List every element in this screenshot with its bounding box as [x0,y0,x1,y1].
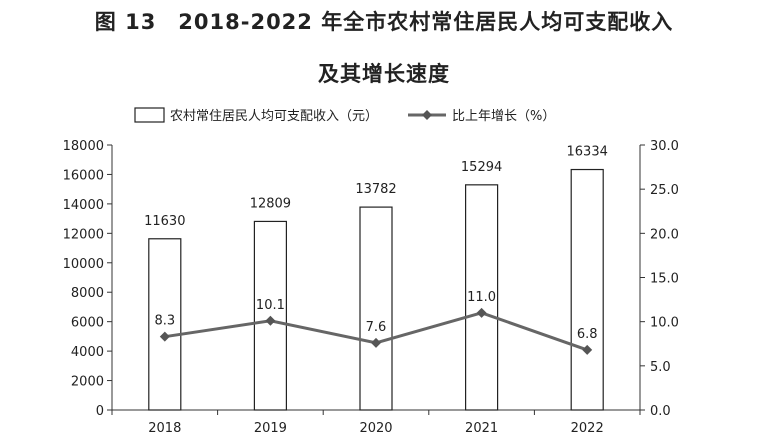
left-axis-tick-label: 12000 [63,227,104,242]
income-bar [359,206,393,411]
right-axis-tick-label: 10.0 [650,316,679,331]
x-axis-tick-label: 2022 [571,421,604,436]
income-bar [465,184,499,411]
legend-bar-swatch [134,107,165,123]
x-axis-tick-label: 2019 [254,421,287,436]
left-axis-tick-label: 18000 [63,139,104,154]
chart-title-line2: 及其增长速度 [318,62,450,86]
growth-point [265,315,276,326]
left-axis-tick-label: 6000 [71,316,104,331]
growth-point [582,344,593,355]
income-bar-label: 13782 [355,182,396,197]
growth-point [159,331,170,342]
right-axis-tick-label: 5.0 [650,360,671,375]
growth-point-label: 11.0 [467,290,496,305]
income-bar [570,168,604,411]
growth-point [476,307,487,318]
left-axis-tick-label: 2000 [71,375,104,390]
left-axis-tick-label: 10000 [63,257,104,272]
income-bar-label: 15294 [461,160,502,175]
income-bar-label: 12809 [250,196,291,211]
chart-title-line1: 图 13 2018-2022 年全市农村常住居民人均可支配收入 [94,10,674,34]
x-axis-tick-label: 2020 [359,421,392,436]
growth-point-label: 6.8 [577,327,598,342]
right-axis-tick-label: 0.0 [650,404,671,419]
right-axis-tick-label: 20.0 [650,227,679,242]
growth-point-label: 8.3 [154,314,175,329]
income-bar-label: 11630 [144,214,185,229]
left-axis-tick-label: 0 [96,404,104,419]
income-bar-label: 16334 [567,145,608,160]
growth-point-label: 7.6 [366,320,387,335]
chart-legend: 农村常住居民人均可支配收入（元） 比上年增长（%） [134,107,555,124]
income-bar [253,220,287,411]
income-bar [148,238,182,411]
growth-point-label: 10.1 [256,298,285,313]
right-axis-tick-label: 30.0 [650,139,679,154]
left-axis-tick-label: 8000 [71,286,104,301]
right-axis-tick-label: 25.0 [650,183,679,198]
legend-bar-label: 农村常住居民人均可支配收入（元） [170,109,378,124]
left-axis-tick-label: 14000 [63,198,104,213]
x-axis-tick-label: 2018 [148,421,181,436]
growth-point [371,337,381,348]
x-axis-tick-label: 2021 [465,421,498,436]
left-axis-tick-label: 16000 [63,168,104,183]
legend-line-marker [422,110,432,120]
right-axis-tick-label: 15.0 [650,272,679,287]
legend-line-label: 比上年增长（%） [452,109,555,124]
left-axis-tick-label: 4000 [71,345,104,360]
